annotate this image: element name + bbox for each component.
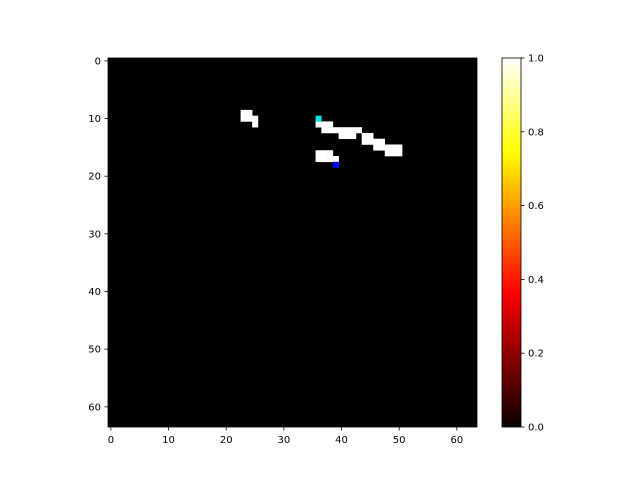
heatmap-cell [252,121,259,128]
plot-frame [107,57,478,428]
heatmap-background [108,58,477,427]
y-tick-label: 50 [88,345,101,356]
x-tick-label: 40 [335,435,348,446]
heatmap-cell [240,115,247,122]
heatmap-cell [384,150,391,157]
x-tick-label: 10 [162,435,175,446]
heatmap-cell [373,138,380,145]
heatmap-cell [327,121,334,128]
colorbar: 0.0 0.2 0.4 0.6 0.8 1.0 [501,54,544,434]
heatmap-cell [315,150,322,157]
x-tick-label: 60 [450,435,463,446]
x-tick-label: 20 [220,435,233,446]
heatmap-markers [315,115,339,168]
heatmap-cell [361,138,368,145]
heatmap-cell [246,115,253,122]
heatmap-marker-cell [315,115,322,122]
heatmap-cell [378,138,386,145]
heatmap-cell [327,150,334,157]
x-tick-label: 50 [393,435,406,446]
x-tick-label: 30 [277,435,290,446]
heatmap-cell [338,132,345,140]
colorbar-tick-label: 1.0 [528,54,544,65]
x-tick-label: 0 [108,435,114,446]
heatmap-cell [338,127,345,134]
heatmap-cell [246,109,253,116]
heatmap-cell [321,127,328,134]
y-tick-label: 60 [88,402,101,413]
heatmap-cell [373,144,380,151]
colorbar-tick-label: 0.6 [528,201,544,212]
heatmap-cell [344,132,351,140]
heatmap-cells [240,109,403,163]
heatmap-cell [367,132,374,140]
heatmap-cell [252,115,259,122]
heatmap-cell [396,150,403,157]
heatmap-cell [332,156,339,163]
heatmap-cell [384,144,391,151]
colorbar-tick-label: 0.0 [528,423,544,434]
y-tick-label: 30 [88,229,101,240]
heatmap-cell [321,121,328,128]
colorbar-tick-label: 0.8 [528,127,544,138]
heatmap-cell [396,144,403,151]
colorbar-axis: 0.0 0.2 0.4 0.6 0.8 1.0 [521,54,544,434]
heatmap-cell [344,127,351,134]
heatmap-cell [327,127,334,134]
x-axis: 0 10 20 30 40 50 60 [108,427,463,446]
heatmap-cell [321,156,328,163]
heatmap-cell [378,144,386,151]
heatmap-cell [321,150,328,157]
heatmap-cell [390,144,397,151]
colorbar-gradient [501,57,522,428]
heatmap-cell [350,127,357,134]
heatmap-cell [367,138,374,145]
heatmap-cell [240,109,247,116]
y-axis: 0 10 20 30 40 50 60 [88,56,108,413]
heatmap-cell [390,150,397,157]
heatmap-cell [350,132,357,140]
colorbar-tick-label: 0.4 [528,275,544,286]
colorbar-tick-label: 0.2 [528,349,544,360]
y-tick-label: 10 [88,114,101,125]
heatmap-marker-cell [332,161,339,168]
y-tick-label: 0 [95,56,101,67]
heatmap-plot: 0 10 20 30 40 50 60 0 10 20 30 40 50 60 [88,56,478,446]
heatmap-cell [315,156,322,163]
heatmap-cell [315,121,322,128]
heatmap-cell [332,127,339,134]
y-tick-label: 40 [88,287,101,298]
heatmap-cell [355,127,362,134]
heatmap-cell [327,156,334,163]
heatmap-cell [361,132,368,140]
y-tick-label: 20 [88,172,101,183]
